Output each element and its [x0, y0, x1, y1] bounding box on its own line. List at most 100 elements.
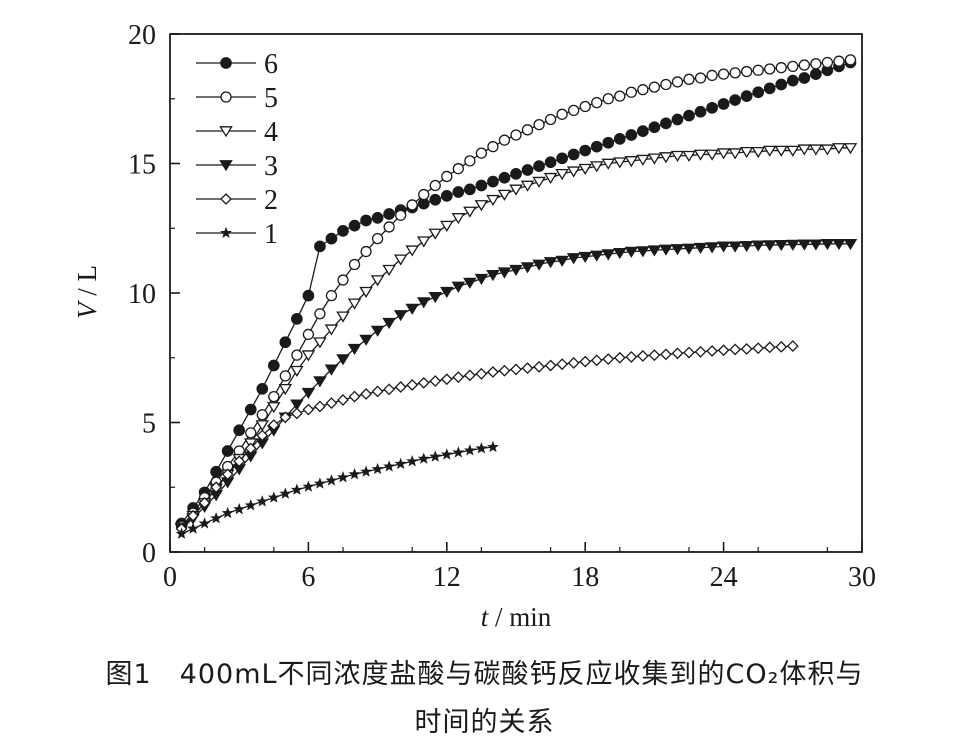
data-point — [521, 124, 534, 136]
data-point — [302, 328, 315, 341]
legend-label: 6 — [264, 49, 278, 80]
data-point — [279, 411, 292, 424]
data-point — [521, 164, 534, 176]
data-point — [589, 161, 604, 173]
data-point — [510, 129, 522, 141]
series-6 — [175, 56, 857, 530]
data-point — [464, 155, 476, 167]
series-group — [174, 54, 858, 539]
data-point — [693, 149, 708, 161]
data-point — [256, 409, 268, 421]
data-point — [716, 241, 731, 253]
data-point — [474, 273, 489, 286]
data-point — [589, 250, 604, 262]
data-point — [348, 258, 361, 271]
data-point — [382, 264, 396, 276]
data-point — [452, 186, 465, 198]
series-line-2 — [181, 345, 793, 530]
data-point — [314, 400, 326, 413]
data-point — [740, 343, 753, 355]
data-point — [578, 251, 592, 264]
data-point — [716, 148, 731, 160]
x-tick-label: 18 — [571, 562, 599, 593]
data-point — [198, 517, 211, 529]
data-point — [647, 245, 662, 257]
data-point — [233, 424, 246, 437]
x-tick-label: 30 — [848, 562, 876, 593]
data-point — [233, 503, 246, 515]
data-point — [590, 354, 603, 367]
data-point — [671, 347, 684, 360]
data-point — [337, 224, 349, 237]
data-point — [382, 317, 396, 330]
data-point — [394, 381, 407, 393]
data-point — [210, 481, 223, 494]
data-point — [290, 483, 303, 495]
data-point — [256, 495, 269, 507]
data-point — [543, 257, 558, 269]
data-point — [360, 388, 372, 400]
data-point — [337, 394, 349, 406]
data-point — [487, 366, 499, 378]
data-point — [648, 349, 661, 362]
data-point — [429, 450, 442, 462]
data-point — [383, 208, 395, 220]
data-point — [601, 249, 616, 261]
data-point — [393, 254, 408, 266]
data-point — [741, 65, 753, 78]
data-point — [775, 340, 788, 353]
data-point — [175, 527, 188, 539]
data-point — [706, 101, 718, 114]
figure-caption-line-2: 时间的关系 — [414, 707, 555, 738]
data-point — [487, 175, 499, 188]
data-point — [278, 383, 293, 396]
data-point — [613, 248, 627, 260]
data-point — [337, 471, 349, 483]
series-line-1 — [181, 446, 494, 535]
data-point — [682, 243, 696, 255]
data-point — [532, 176, 546, 188]
data-point — [301, 387, 316, 400]
data-point — [660, 117, 672, 130]
data-point — [498, 171, 511, 184]
data-point — [393, 310, 408, 322]
data-point — [313, 337, 327, 349]
data-point — [360, 465, 373, 477]
data-point — [648, 121, 661, 134]
series-5 — [175, 54, 857, 532]
data-point — [440, 190, 453, 202]
data-point — [474, 200, 489, 212]
data-point — [520, 180, 535, 192]
legend-label: 3 — [264, 151, 278, 182]
data-point — [774, 239, 789, 252]
data-point — [693, 242, 708, 254]
data-point — [429, 179, 441, 192]
data-point — [752, 86, 765, 99]
data-point — [440, 448, 453, 460]
data-point — [325, 397, 338, 409]
data-point — [568, 104, 580, 117]
data-point — [797, 144, 812, 156]
data-point — [475, 147, 488, 159]
data-point — [267, 402, 281, 414]
data-point — [463, 444, 476, 456]
data-point — [428, 292, 443, 304]
data-point — [809, 144, 823, 156]
data-point — [625, 86, 637, 98]
data-point — [441, 170, 453, 183]
data-point — [613, 351, 626, 364]
data-point — [486, 270, 500, 282]
legend-marker — [220, 57, 232, 69]
data-point — [509, 184, 523, 196]
y-axis-label-var: V — [72, 299, 102, 319]
data-point — [717, 68, 730, 80]
data-point — [752, 342, 765, 355]
data-point — [291, 349, 303, 361]
data-point — [267, 491, 280, 503]
data-point — [602, 136, 615, 149]
data-point — [497, 267, 512, 279]
data-point — [498, 364, 511, 377]
